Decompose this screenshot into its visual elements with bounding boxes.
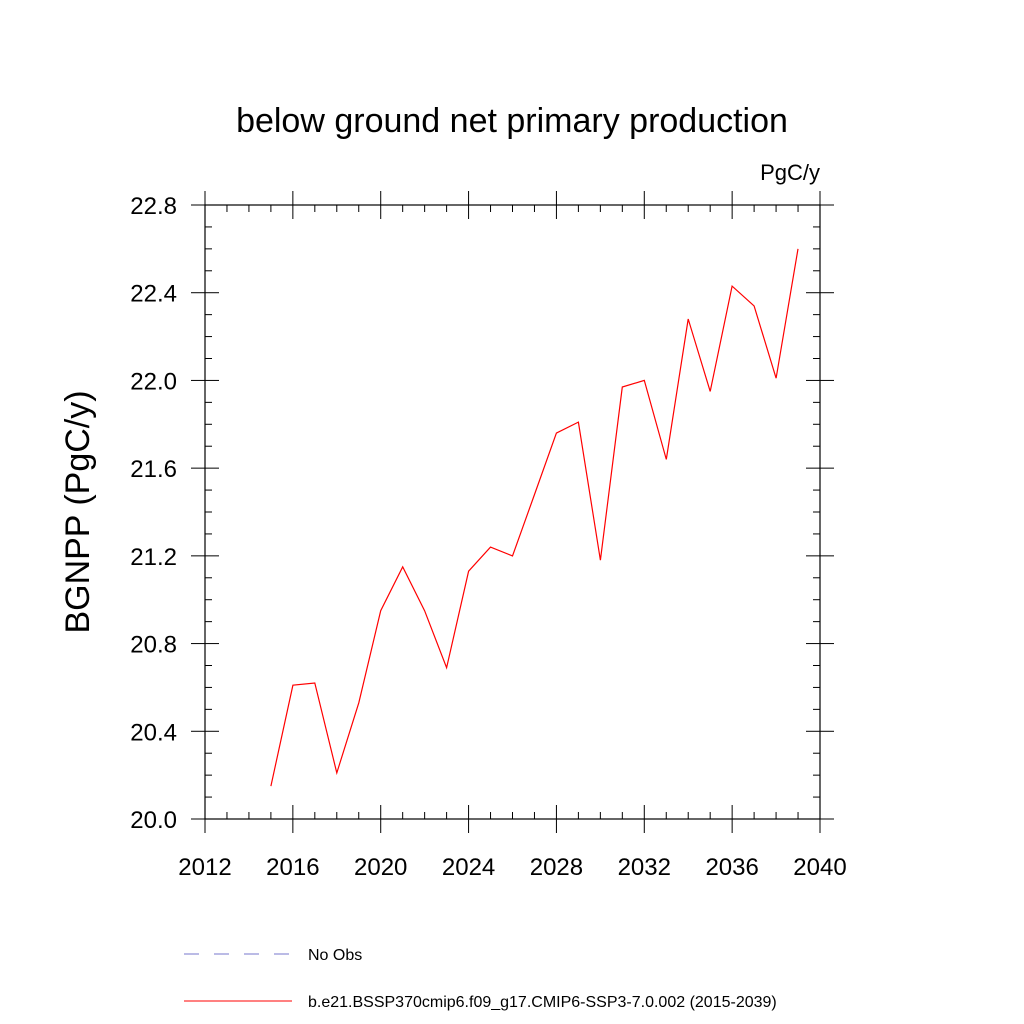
x-tick-label: 2016 <box>266 854 319 881</box>
y-axis-label: BGNPP (PgC/y) <box>59 390 97 633</box>
y-tick-label: 22.4 <box>130 281 177 308</box>
x-tick-label: 2024 <box>442 854 495 881</box>
legend-label: No Obs <box>308 947 362 964</box>
x-tick-label: 2040 <box>793 854 846 881</box>
x-tick-label: 2012 <box>178 854 231 881</box>
y-tick-label: 20.8 <box>130 632 177 659</box>
series-layer <box>270 248 799 787</box>
y-tick-label: 21.2 <box>130 544 177 571</box>
plot-frame <box>204 204 821 820</box>
series-line-0 <box>270 248 799 787</box>
x-tick-label: 2036 <box>705 854 758 881</box>
x-tick-label: 2032 <box>618 854 671 881</box>
y-tick-label: 22.0 <box>130 368 177 395</box>
y-tick-label: 20.4 <box>130 719 177 746</box>
x-tick-label: 2020 <box>354 854 407 881</box>
units-label: PgC/y <box>760 160 820 185</box>
chart-title: below ground net primary production <box>236 102 788 140</box>
x-ticks: 2012 2016 2020 2024 2028 2032 2036 2040 <box>178 191 847 881</box>
y-tick-label: 21.6 <box>130 456 177 483</box>
legend: No Obs b.e21.BSSP370cmip6.f09_g17.CMIP6-S… <box>184 947 777 1011</box>
legend-label: b.e21.BSSP370cmip6.f09_g17.CMIP6-SSP3-7.… <box>308 994 777 1011</box>
y-tick-label: 20.0 <box>130 807 177 834</box>
y-tick-label: 22.8 <box>130 193 177 220</box>
y-ticks: 20.0 20.4 20.8 21.2 21.6 22.0 22.4 22.8 <box>130 193 834 834</box>
x-tick-label: 2028 <box>530 854 583 881</box>
